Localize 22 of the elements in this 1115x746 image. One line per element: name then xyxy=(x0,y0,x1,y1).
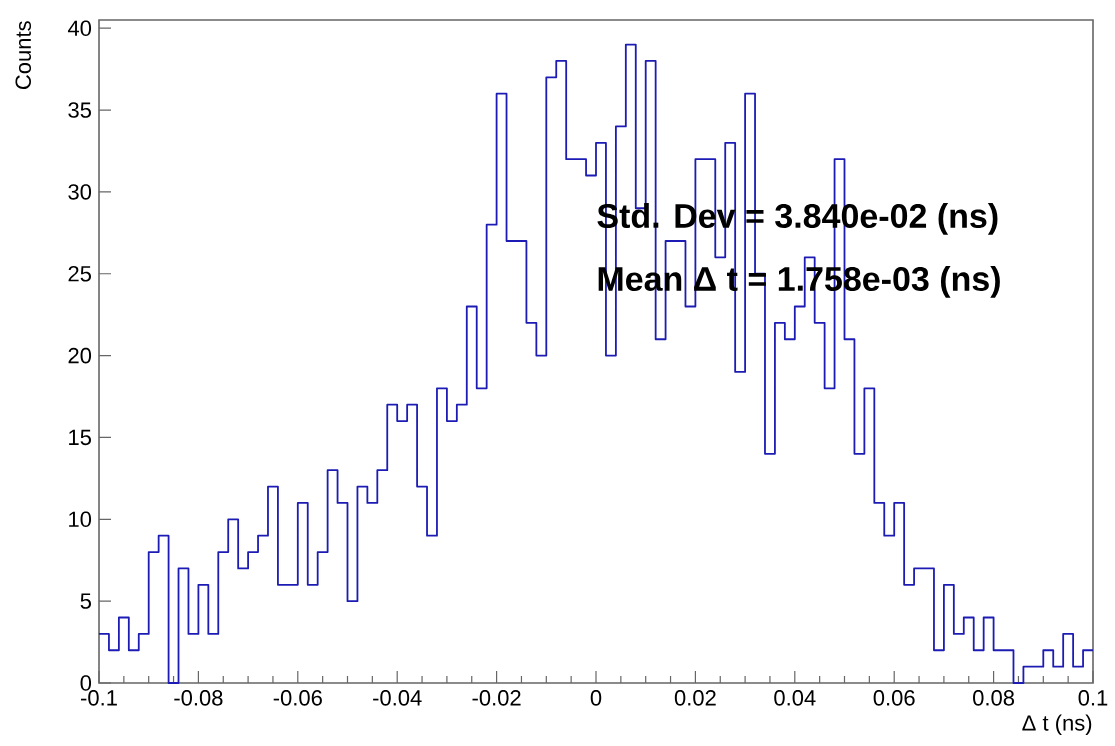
y-tick-label: 5 xyxy=(80,593,91,609)
x-tick-label: 0.04 xyxy=(774,690,816,706)
y-tick-label: 40 xyxy=(67,20,92,36)
y-axis-title: Counts xyxy=(15,21,32,89)
y-tick-label: 10 xyxy=(69,511,92,528)
x-tick-label: -0.02 xyxy=(472,690,521,706)
x-axis-title: Δ t (ns) xyxy=(1022,714,1092,736)
x-tick-label: -0.06 xyxy=(273,690,322,706)
y-tick-label: 15 xyxy=(69,429,91,446)
x-tick-label: -0.08 xyxy=(174,690,223,706)
x-tick-label: 0.02 xyxy=(674,690,716,706)
y-tick-label: 30 xyxy=(68,184,92,200)
x-tick-label: 0.08 xyxy=(973,690,1015,706)
x-tick-label: -0.04 xyxy=(373,690,422,706)
x-tick-label: 0.06 xyxy=(873,690,915,706)
y-tick-label: 35 xyxy=(68,102,91,118)
x-tick-label: -0.1 xyxy=(81,690,117,706)
x-tick-label: 0.1 xyxy=(1078,690,1108,706)
y-tick-label: 20 xyxy=(68,347,92,364)
y-tick-label: 0 xyxy=(80,675,92,691)
x-tick-label: 0 xyxy=(590,690,602,706)
y-tick-label: 25 xyxy=(68,265,91,282)
